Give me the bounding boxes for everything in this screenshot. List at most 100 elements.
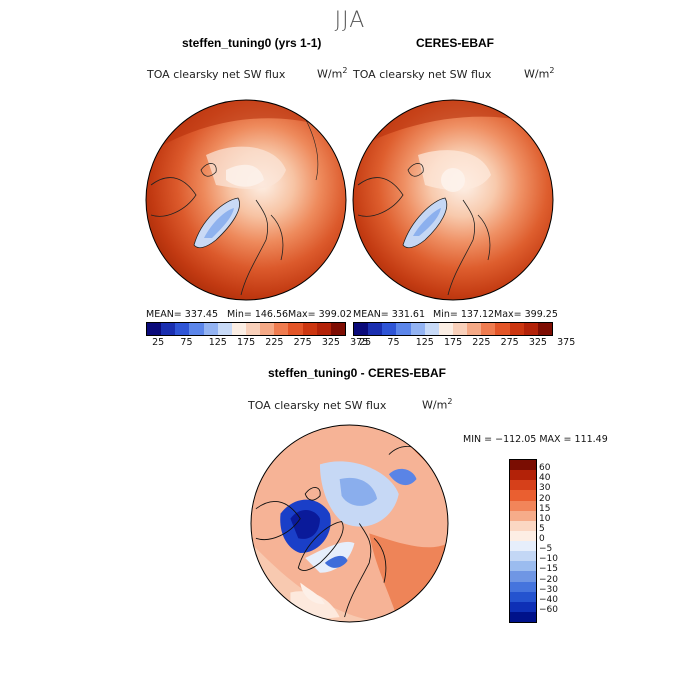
colorbar-swatch bbox=[510, 510, 536, 521]
colorbar-swatch bbox=[382, 323, 397, 335]
colorbar-level-label: −60 bbox=[539, 604, 558, 615]
colorbar-swatch bbox=[510, 571, 536, 582]
obs-units: W/m2 bbox=[524, 66, 555, 81]
colorbar-tick-label: 125 bbox=[208, 337, 227, 348]
colorbar-swatch bbox=[510, 460, 536, 471]
obs-min: Min= 137.12 bbox=[433, 309, 495, 320]
colorbar-level-label: −30 bbox=[539, 584, 558, 595]
colorbar-swatch bbox=[316, 323, 331, 335]
colorbar-swatch bbox=[510, 541, 536, 552]
colorbar-level-label: 10 bbox=[539, 513, 551, 524]
colorbar-swatch bbox=[481, 323, 496, 335]
colorbar-swatch bbox=[175, 323, 190, 335]
obs-mean: MEAN= 331.61 bbox=[353, 309, 426, 320]
colorbar-swatch bbox=[510, 470, 536, 481]
model-colorbar-ticks: 25 75 125 175 225 275 325 375 bbox=[146, 337, 368, 349]
colorbar-swatch bbox=[510, 530, 536, 541]
colorbar-level-label: 15 bbox=[539, 503, 551, 514]
colorbar-level-label: −15 bbox=[539, 564, 558, 575]
colorbar-swatch bbox=[396, 323, 411, 335]
colorbar-swatch bbox=[189, 323, 204, 335]
model-max: Max= 399.02 bbox=[288, 309, 352, 320]
obs-polar-map bbox=[352, 99, 554, 301]
model-units: W/m2 bbox=[317, 66, 348, 81]
colorbar-swatch bbox=[510, 561, 536, 572]
colorbar-level-label: 30 bbox=[539, 483, 551, 494]
model-polar-map bbox=[145, 99, 347, 301]
diff-colorbar-labels: 60 40 30 20 15 10 5 0 −5 −10 −15 −20 −30 −40 −60 bbox=[539, 459, 579, 621]
colorbar-swatch bbox=[147, 323, 162, 335]
colorbar-tick-label: 375 bbox=[557, 337, 576, 348]
colorbar-level-label: 0 bbox=[539, 534, 545, 544]
colorbar-swatch bbox=[510, 581, 536, 592]
colorbar-swatch bbox=[452, 323, 468, 335]
colorbar-swatch bbox=[161, 323, 176, 335]
colorbar-tick-label: 275 bbox=[500, 337, 519, 348]
colorbar-swatch bbox=[288, 323, 303, 335]
diff-panel-title: steffen_tuning0 - CERES-EBAF bbox=[268, 366, 447, 380]
colorbar-tick-label: 325 bbox=[321, 337, 340, 348]
colorbar-swatch bbox=[410, 323, 425, 335]
colorbar-swatch bbox=[354, 323, 369, 335]
colorbar-swatch bbox=[302, 323, 317, 335]
model-min: Min= 146.56 bbox=[227, 309, 289, 320]
colorbar-swatch bbox=[523, 323, 538, 335]
colorbar-tick-label: 125 bbox=[415, 337, 434, 348]
season-title: JJA bbox=[334, 8, 366, 33]
model-variable-label: TOA clearsky net SW flux bbox=[147, 68, 286, 81]
obs-panel-title: CERES-EBAF bbox=[416, 36, 495, 50]
colorbar-level-label: 5 bbox=[539, 523, 545, 534]
colorbar-swatch bbox=[510, 601, 536, 612]
obs-colorbar bbox=[353, 322, 553, 336]
colorbar-swatch bbox=[203, 323, 218, 335]
colorbar-swatch bbox=[330, 323, 345, 335]
model-mean: MEAN= 337.45 bbox=[146, 309, 219, 320]
colorbar-swatch bbox=[368, 323, 383, 335]
colorbar-swatch bbox=[495, 323, 510, 335]
model-colorbar bbox=[146, 322, 346, 336]
colorbar-swatch bbox=[537, 323, 552, 335]
colorbar-tick-label: 175 bbox=[237, 337, 256, 348]
colorbar-level-label: −40 bbox=[539, 594, 558, 605]
colorbar-level-label: −5 bbox=[539, 544, 553, 555]
colorbar-tick-label: 25 bbox=[152, 337, 165, 348]
colorbar-tick-label: 325 bbox=[528, 337, 547, 348]
colorbar-tick-label: 225 bbox=[472, 337, 491, 348]
colorbar-swatch bbox=[510, 591, 536, 602]
colorbar-level-label: 40 bbox=[539, 473, 551, 484]
colorbar-swatch bbox=[510, 520, 536, 531]
colorbar-tick-label: 75 bbox=[180, 337, 193, 348]
colorbar-tick-label: 75 bbox=[387, 337, 400, 348]
colorbar-swatch bbox=[510, 611, 536, 622]
colorbar-level-label: −10 bbox=[539, 554, 558, 565]
colorbar-tick-label: 275 bbox=[293, 337, 312, 348]
colorbar-swatch bbox=[274, 323, 289, 335]
colorbar-swatch bbox=[510, 500, 536, 511]
diff-variable-label: TOA clearsky net SW flux bbox=[248, 399, 387, 412]
colorbar-tick-label: 225 bbox=[265, 337, 284, 348]
colorbar-swatch bbox=[510, 551, 536, 562]
colorbar-swatch bbox=[217, 323, 232, 335]
colorbar-swatch bbox=[260, 323, 275, 335]
colorbar-swatch bbox=[509, 323, 524, 335]
colorbar-swatch bbox=[438, 323, 453, 335]
colorbar-swatch bbox=[510, 480, 536, 491]
diff-units: W/m2 bbox=[422, 397, 453, 412]
colorbar-tick-label: 25 bbox=[359, 337, 372, 348]
colorbar-swatch bbox=[467, 323, 482, 335]
colorbar-swatch bbox=[424, 323, 439, 335]
colorbar-level-label: 20 bbox=[539, 493, 551, 504]
diff-minmax: MIN = −112.05 MAX = 111.49 bbox=[463, 434, 608, 445]
colorbar-tick-label: 175 bbox=[444, 337, 463, 348]
diff-colorbar bbox=[509, 459, 537, 623]
obs-colorbar-ticks: 25 75 125 175 225 275 325 375 bbox=[353, 337, 575, 349]
colorbar-swatch bbox=[245, 323, 261, 335]
model-panel-title: steffen_tuning0 (yrs 1-1) bbox=[182, 36, 322, 50]
colorbar-swatch bbox=[231, 323, 246, 335]
obs-variable-label: TOA clearsky net SW flux bbox=[353, 68, 492, 81]
colorbar-swatch bbox=[510, 490, 536, 501]
obs-max: Max= 399.25 bbox=[494, 309, 558, 320]
colorbar-level-label: −20 bbox=[539, 574, 558, 585]
diff-polar-map bbox=[250, 424, 449, 623]
colorbar-level-label: 60 bbox=[539, 463, 551, 474]
